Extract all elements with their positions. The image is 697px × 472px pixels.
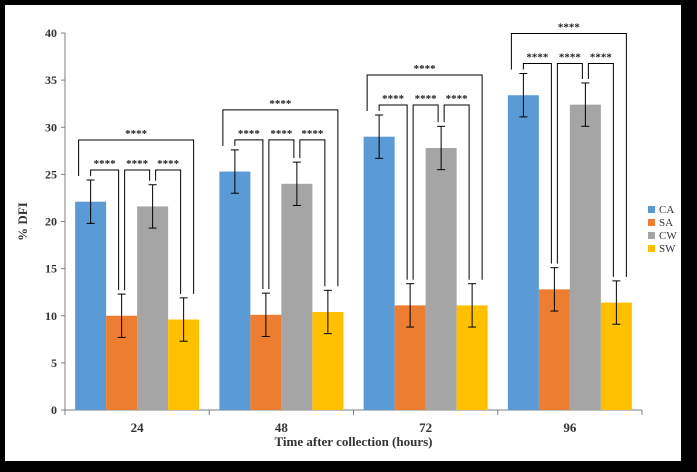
y-tick-label: 10 [45, 309, 57, 323]
significance-bracket [522, 63, 552, 264]
significance-label: **** [301, 128, 324, 140]
bar-ca-48 [219, 171, 251, 410]
bar-ca-96 [507, 95, 539, 410]
significance-bracket [443, 104, 470, 280]
legend-label-sa: SA [659, 217, 673, 229]
error-bars-group [86, 73, 621, 342]
bar-ca-24 [75, 201, 107, 410]
significance-label: **** [414, 63, 437, 75]
significance-label: **** [126, 158, 149, 170]
x-tick-label: 48 [275, 420, 289, 435]
chart-area: **** **** **** **** **** **** **** **** **** ****… [5, 5, 681, 461]
legend-swatch-cw [648, 232, 655, 239]
x-axis-title: Time after collection (hours) [274, 434, 432, 449]
bar-chart: **** **** **** **** **** **** **** **** **** ****… [15, 22, 677, 449]
significance-bracket [366, 74, 483, 280]
legend-swatch-sw [648, 245, 655, 252]
bars-group [75, 95, 632, 411]
bar-ca-72 [363, 136, 395, 411]
labels-group: 0 5 10 15 20 25 30 35 40 24 48 72 96 [45, 26, 577, 435]
significance-label: **** [269, 98, 292, 110]
significance-bracket [90, 169, 120, 291]
significance-label: **** [559, 52, 582, 64]
significance-bracket [378, 104, 408, 280]
significance-label: **** [238, 128, 261, 140]
significance-label: **** [382, 93, 405, 105]
significance-label: **** [415, 93, 438, 105]
legend-swatch-sa [648, 219, 655, 226]
significance-label: **** [125, 128, 148, 140]
y-axis-title: % DFI [15, 202, 30, 241]
bar-cw-24 [137, 206, 169, 410]
x-tick-label: 24 [131, 420, 145, 435]
y-tick-label: 15 [45, 262, 57, 276]
legend-label-cw: CW [659, 230, 677, 242]
significance-bracket [268, 139, 295, 290]
significance-group: **** **** **** **** **** **** **** **** **** ****… [78, 22, 627, 294]
x-tick-label: 96 [563, 420, 577, 435]
bar-cw-48 [281, 183, 313, 410]
significance-bracket [124, 169, 151, 291]
significance-bracket [299, 139, 326, 287]
y-tick-label: 40 [45, 26, 57, 40]
legend-label-ca: CA [659, 204, 674, 216]
significance-bracket [222, 109, 339, 287]
y-tick-label: 30 [45, 120, 57, 134]
significance-label: **** [446, 93, 469, 105]
significance-label: **** [94, 158, 117, 170]
significance-bracket [587, 63, 614, 277]
y-tick-label: 20 [45, 215, 57, 229]
significance-bracket [412, 104, 439, 280]
y-tick-label: 35 [45, 73, 57, 87]
y-tick-label: 5 [51, 356, 57, 370]
legend-label-sw: SW [659, 243, 676, 255]
significance-bracket [155, 169, 182, 294]
significance-label: **** [157, 158, 180, 170]
legend-swatch-ca [648, 206, 655, 213]
bar-cw-96 [569, 104, 601, 410]
significance-label: **** [590, 52, 613, 64]
significance-bracket [510, 33, 627, 277]
significance-label: **** [558, 22, 581, 34]
significance-bracket [78, 139, 195, 294]
significance-label: **** [270, 128, 293, 140]
y-tick-label: 0 [51, 403, 57, 417]
significance-bracket [234, 139, 264, 290]
x-tick-label: 72 [419, 420, 432, 435]
bar-cw-72 [425, 147, 457, 411]
y-tick-label: 25 [45, 167, 57, 181]
significance-label: **** [526, 52, 549, 64]
significance-bracket [556, 63, 583, 264]
